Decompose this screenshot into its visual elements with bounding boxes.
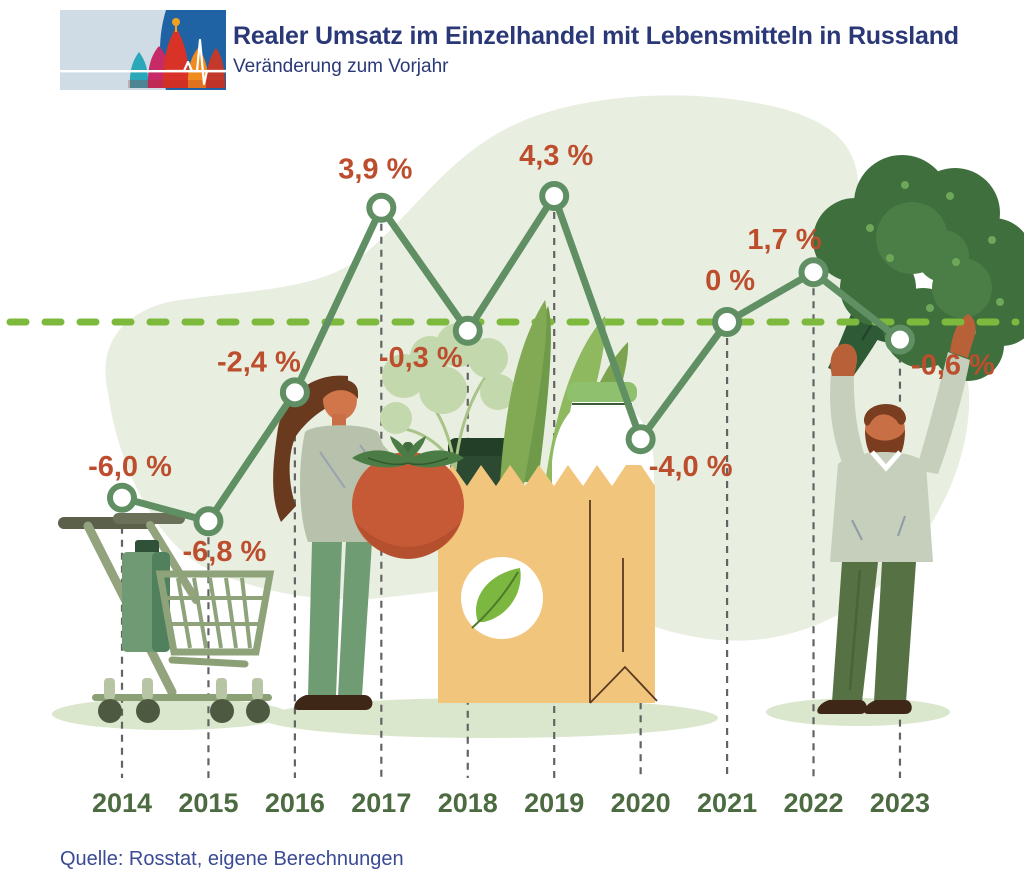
- logo: [60, 10, 228, 90]
- line-series: [118, 192, 904, 525]
- year-label-2016: 2016: [265, 788, 325, 818]
- logo-baseline: [60, 70, 226, 73]
- data-point-2020: [625, 424, 656, 455]
- bag-fold-lines: [589, 500, 658, 704]
- pulse-line-icon: [166, 38, 226, 86]
- data-point-2018: [452, 315, 483, 346]
- data-point-2021: [712, 307, 743, 337]
- value-label-2023: -0,6 %: [911, 350, 995, 382]
- year-label-2018: 2018: [438, 788, 498, 818]
- paper-bag: [438, 465, 658, 704]
- header: Realer Umsatz im Einzelhandel mit Lebens…: [0, 0, 1024, 95]
- value-label-2018: -0,3 %: [379, 342, 463, 374]
- cart-basket: [155, 570, 275, 656]
- man-left-arm: [830, 372, 868, 472]
- data-point-2016: [279, 377, 310, 408]
- data-point-2015: [193, 506, 224, 537]
- value-label-2016: -2,4 %: [217, 346, 301, 378]
- value-label-2015: -6,8 %: [183, 536, 267, 568]
- woman-pants: [308, 542, 342, 696]
- tomato-icon: [352, 436, 464, 559]
- value-label-2021: 0 %: [705, 265, 755, 297]
- year-label-2022: 2022: [783, 788, 843, 818]
- year-label-2019: 2019: [524, 788, 584, 818]
- logo-graphic: [60, 10, 228, 90]
- man-shoes: [817, 700, 867, 714]
- data-point-2017: [366, 192, 397, 223]
- value-label-2022: 1,7 %: [747, 224, 821, 256]
- data-point-2023: [884, 324, 915, 355]
- man-shirt: [830, 452, 933, 562]
- value-label-2014: -6,0 %: [88, 451, 172, 483]
- value-labels: -6,0 % -6,8 % -2,4 % 3,9 % -0,3 % 4,3 % -4,0 %…: [88, 140, 995, 568]
- source-note: Quelle: Rosstat, eigene Berechnungen: [60, 848, 404, 870]
- broccoli-icon: [813, 155, 1024, 381]
- value-label-2019: 4,3 %: [519, 140, 593, 172]
- data-point-markers: [107, 181, 915, 537]
- value-label-2020: -4,0 %: [649, 451, 733, 483]
- sales-change-line: [118, 192, 904, 525]
- year-label-2020: 2020: [611, 788, 671, 818]
- data-point-2019: [539, 181, 570, 212]
- page-title: Realer Umsatz im Einzelhandel mit Lebens…: [233, 22, 959, 50]
- year-label-2015: 2015: [178, 788, 238, 818]
- shopping-cart-illustration: [58, 513, 275, 723]
- year-label-2021: 2021: [697, 788, 757, 818]
- ground-shadows: [52, 698, 950, 738]
- year-axis-labels: 2014 2015 2016 2017 2018 2019 2020 2021 2022 2023: [92, 788, 930, 818]
- man-with-broccoli-illustration: [817, 314, 976, 714]
- value-label-2017: 3,9 %: [338, 154, 412, 186]
- cart-wheels: [98, 699, 270, 723]
- woman-hair: [273, 375, 348, 522]
- cart-handle-2: [113, 513, 185, 524]
- cart-wheel-stems: [104, 678, 263, 700]
- data-point-2022: [798, 257, 829, 288]
- data-point-2014: [107, 482, 137, 513]
- year-label-2017: 2017: [351, 788, 411, 818]
- man-hair: [864, 403, 906, 426]
- woman-with-tomato-illustration: [273, 375, 464, 710]
- man-left-hand: [830, 343, 858, 376]
- year-label-2014: 2014: [92, 788, 152, 818]
- leaf-icon: [475, 568, 521, 622]
- page-subtitle: Veränderung zum Vorjahr: [233, 56, 449, 77]
- man-right-arm: [916, 352, 970, 474]
- cart-axle: [92, 694, 272, 701]
- man-right-hand: [950, 314, 976, 358]
- year-label-2023: 2023: [870, 788, 930, 818]
